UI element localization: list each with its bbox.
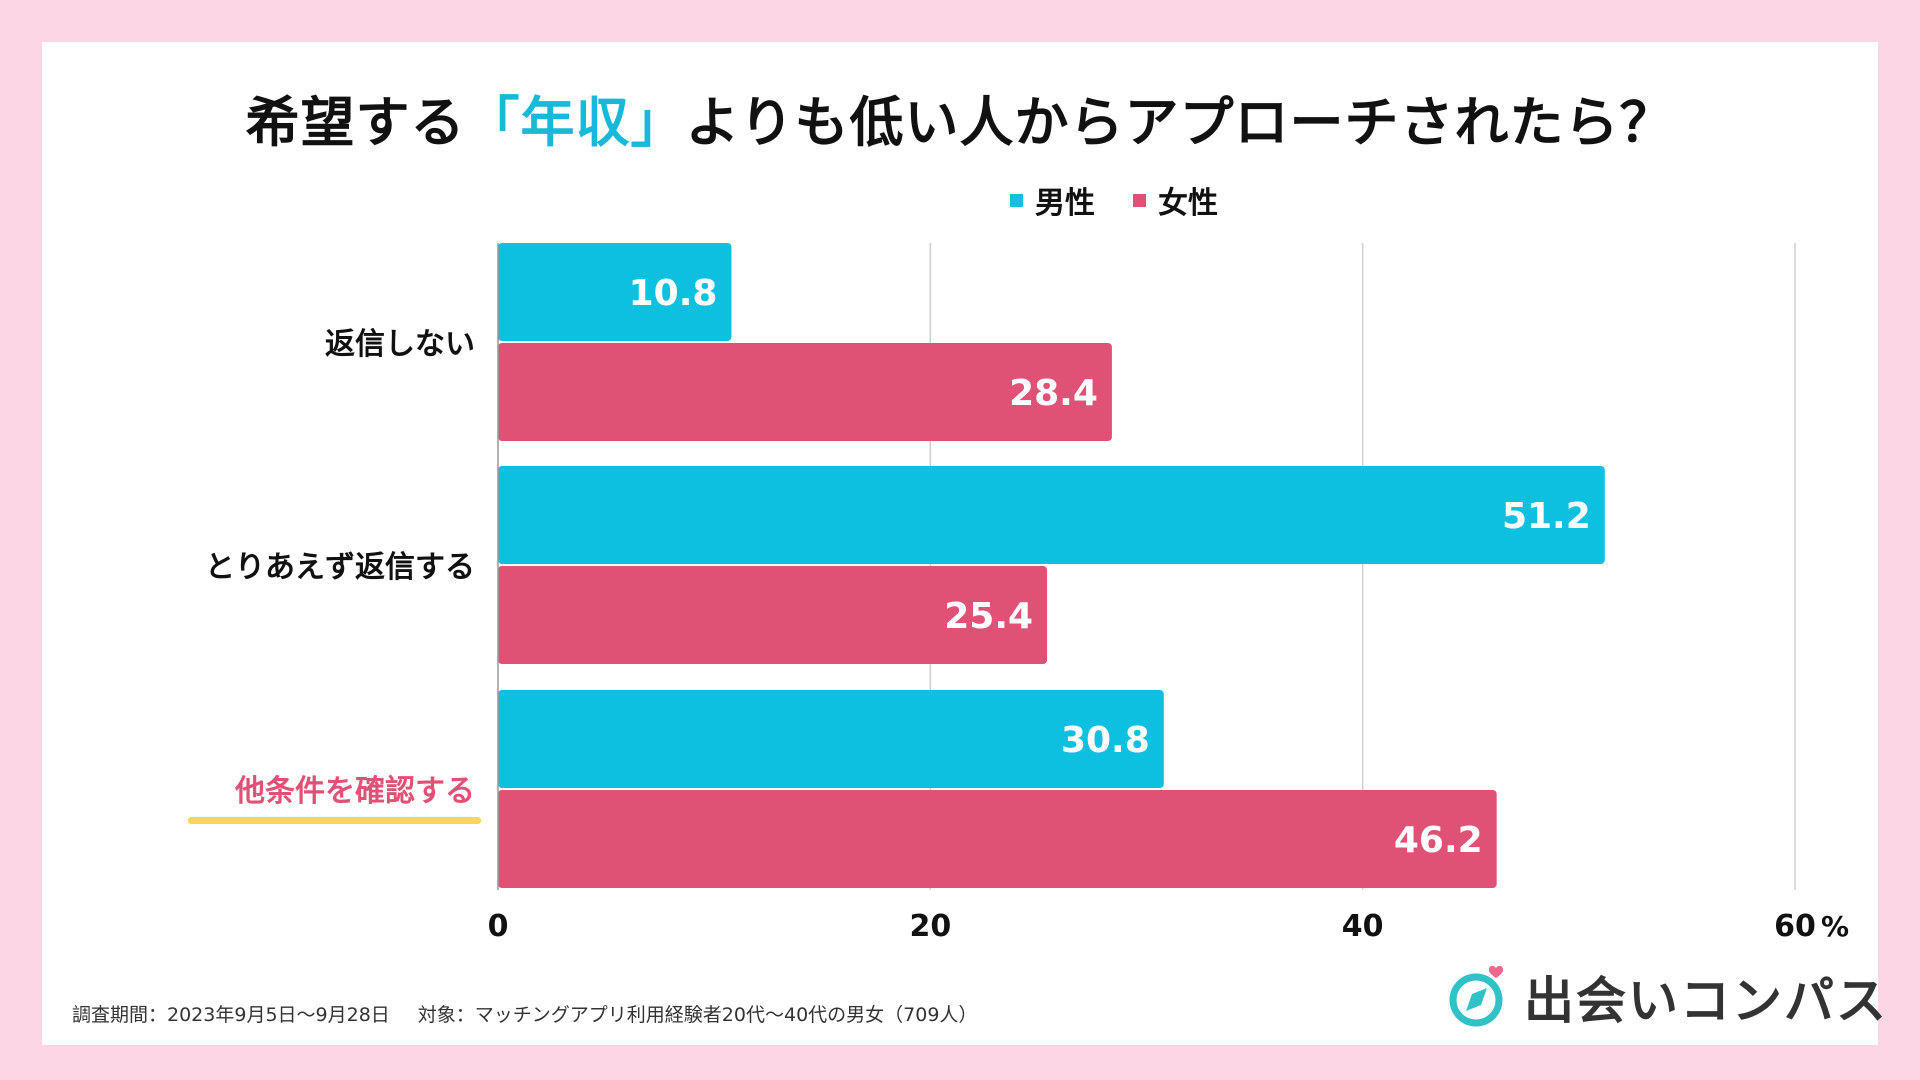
legend-swatch-female xyxy=(1133,193,1146,207)
compass-ring xyxy=(1449,973,1503,1027)
x-tick-label: 0 xyxy=(488,909,509,944)
footnote-target: 対象：マッチングアプリ利用経験者20代〜40代の男女（709人） xyxy=(417,1004,978,1026)
bar-female xyxy=(498,566,1048,664)
legend-label-male: 男性 xyxy=(1035,186,1095,221)
bar-female xyxy=(498,343,1112,441)
legend-swatch-male xyxy=(1010,193,1023,207)
legend-item-male: 男性 xyxy=(1010,178,1095,222)
title-prefix: 希望する xyxy=(245,91,466,154)
bar-value-label: 46.2 xyxy=(1394,820,1483,861)
legend-item-female: 女性 xyxy=(1133,178,1218,222)
title-suffix: よりも低い人からアプローチされたら？ xyxy=(685,91,1675,154)
logo-text: 出会いコンパス xyxy=(1524,972,1888,1030)
compass-icon xyxy=(1449,965,1504,1027)
footnote-period: 調査期間：2023年9月5日〜9月28日 xyxy=(72,1004,390,1026)
x-tick-label: 60 xyxy=(1774,909,1816,944)
bar-male xyxy=(498,690,1164,788)
heart-icon xyxy=(1488,965,1504,978)
category-underline xyxy=(188,817,481,824)
legend-label-female: 女性 xyxy=(1158,186,1218,221)
bar-male xyxy=(498,466,1605,564)
x-axis-unit: % xyxy=(1821,910,1849,943)
bar-value-label: 28.4 xyxy=(1009,373,1098,414)
category-label: とりあえず返信する xyxy=(205,550,475,585)
x-tick-label: 40 xyxy=(1342,909,1384,944)
category-label: 返信しない xyxy=(325,327,475,362)
bar-value-label: 10.8 xyxy=(629,273,718,314)
brand-logo: 出会いコンパス xyxy=(1446,962,1888,1032)
bar-value-label: 25.4 xyxy=(944,596,1033,637)
bar-female xyxy=(498,790,1497,888)
bar-value-label: 30.8 xyxy=(1061,720,1150,761)
x-tick-label: 20 xyxy=(909,909,951,944)
compass-needle xyxy=(1466,988,1487,1011)
bar-value-label: 51.2 xyxy=(1502,496,1591,537)
legend: 男性 女性 xyxy=(1010,178,1218,222)
category-label: 他条件を確認する xyxy=(234,774,475,809)
footnote: 調査期間：2023年9月5日〜9月28日 対象：マッチングアプリ利用経験者20代〜… xyxy=(72,1000,977,1027)
bar-male xyxy=(498,243,732,341)
title-highlight: 「年収」 xyxy=(465,91,686,154)
chart-title: 希望する「年収」よりも低い人からアプローチされたら？ xyxy=(0,78,1920,157)
